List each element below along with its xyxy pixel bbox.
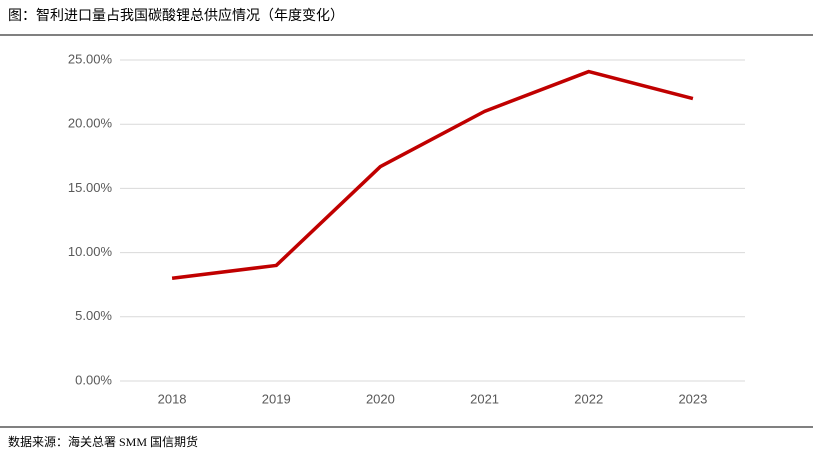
- x-tick-label: 2022: [574, 391, 603, 406]
- y-tick-label: 15.00%: [68, 180, 113, 195]
- y-tick-label: 25.00%: [68, 51, 113, 66]
- y-tick-label: 20.00%: [68, 116, 113, 131]
- y-tick-label: 5.00%: [75, 308, 112, 323]
- chart-title: 图：智利进口量占我国碳酸锂总供应情况（年度变化）: [8, 7, 344, 24]
- y-tick-label: 0.00%: [75, 372, 112, 387]
- x-tick-label: 2021: [470, 391, 499, 406]
- data-line: [171, 69, 694, 281]
- x-tick-label: 2020: [366, 391, 395, 406]
- x-tick-label: 2018: [158, 391, 187, 406]
- y-tick-label: 10.00%: [68, 244, 113, 259]
- x-tick-label: 2019: [262, 391, 291, 406]
- x-tick-label: 2023: [678, 391, 707, 406]
- source-note: 数据来源：海关总署 SMM 国信期货: [8, 434, 198, 449]
